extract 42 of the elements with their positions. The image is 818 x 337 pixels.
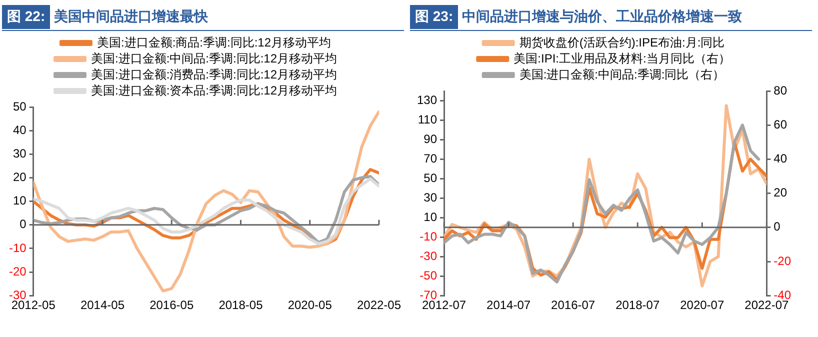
legend-label: 美国:进口金额:商品:季调:同比:12月移动平均: [96, 35, 332, 50]
y-tick-label: 110: [418, 112, 438, 127]
y-tick-label: -10: [420, 229, 438, 244]
y-tick-label: 70: [424, 152, 438, 166]
y2-tick-label: 20: [774, 186, 788, 200]
chart-title: 图 23: 中间品进口增速与油价、工业品价格增速一致: [414, 7, 742, 26]
x-tick-label: 2022-05: [356, 298, 402, 312]
y2-tick-label: -20: [774, 254, 792, 268]
y-tick-label: 40: [12, 122, 27, 137]
x-tick-label: 2020-05: [288, 298, 332, 312]
y-tick-label: 50: [12, 99, 27, 114]
legend-label: 美国:IPI:工业用品及材料:当月同比（右）: [514, 51, 730, 66]
y-tick-label: 50: [424, 171, 438, 185]
y-tick-label: 20: [12, 170, 27, 184]
x-tick-label: 2016-07: [551, 298, 596, 312]
y-tick-label: 30: [424, 190, 438, 204]
y-tick-label: -30: [420, 248, 438, 263]
x-tick-label: 2016-05: [150, 298, 194, 312]
legend-label: 美国:进口金额:资本品:季调:同比:12月移动平均: [90, 83, 338, 98]
y2-tick-label: 0: [774, 220, 781, 234]
y-tick-label: 0: [20, 217, 27, 232]
y-tick-label: 90: [424, 132, 438, 146]
y-tick-label: 10: [424, 210, 438, 224]
y-tick-label: -50: [420, 268, 438, 282]
legend-label: 美国:进口金额:中间品:季调:同比:12月移动平均: [90, 51, 338, 66]
y2-tick-label: 40: [774, 152, 788, 166]
y-tick-label: 130: [416, 93, 438, 108]
chart-title: 图 22: 美国中间品进口增速最快: [6, 7, 208, 26]
legend-label: 美国:进口金额:消费品:季调:同比:12月移动平均: [90, 67, 338, 82]
x-tick-label: 2020-07: [680, 298, 724, 312]
y-tick-label: 30: [12, 146, 27, 160]
y2-tick-label: 60: [774, 117, 788, 132]
y-tick-label: 10: [12, 194, 27, 208]
x-tick-label: 2014-07: [486, 298, 531, 312]
y2-tick-label: 80: [774, 83, 788, 98]
x-tick-label: 2018-05: [218, 298, 264, 312]
x-tick-label: 2014-05: [80, 298, 125, 312]
legend-label: 美国:进口金额:中间品:季调:同比（右）: [519, 67, 725, 82]
y-tick-label: -10: [9, 240, 27, 255]
y-tick-label: -20: [9, 264, 27, 278]
x-tick-label: 2018-07: [616, 298, 660, 312]
legend-label: 期货收盘价(活跃合约):IPE布油:月:同比: [519, 35, 725, 50]
